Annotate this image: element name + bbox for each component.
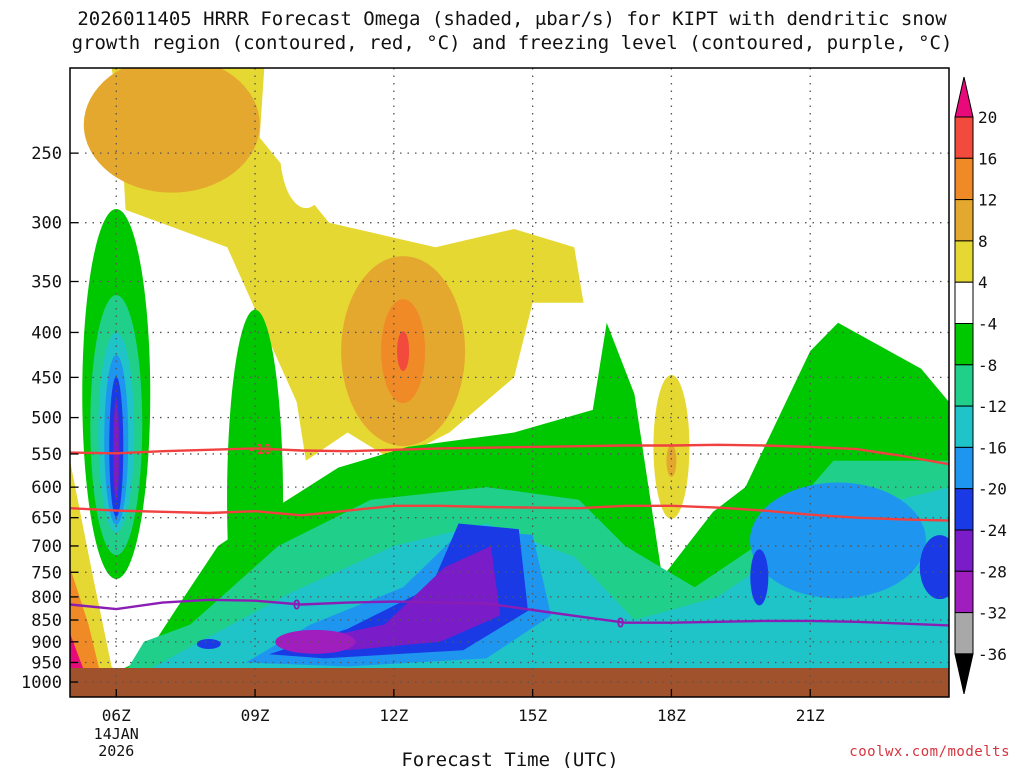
contour-line [70, 443, 949, 466]
x-tick-label: 18Z [657, 706, 686, 725]
colorbar-arrow-top [954, 76, 974, 118]
colorbar-label: 20 [978, 108, 997, 127]
x-axis-label: Forecast Time (UTC) [401, 749, 618, 768]
y-tick-label: 900 [31, 633, 62, 653]
sinking-region-8-right [666, 444, 677, 477]
x-tick-label: 06Z [102, 706, 131, 725]
colorbar-swatch [954, 323, 974, 366]
colorbar-label: -4 [978, 315, 997, 334]
y-tick-label: 650 [31, 509, 62, 529]
surface-sinking-left-12 [70, 567, 103, 682]
y-tick-label: 700 [31, 537, 62, 557]
contour-labels: -18 0 0 [248, 443, 625, 632]
rising-region-right-20 [749, 482, 926, 599]
colorbar-label: 16 [978, 149, 997, 168]
x-tick-label: 12Z [379, 706, 408, 725]
y-tick-label: 1000 [21, 673, 62, 693]
colorbar-swatch [954, 281, 974, 325]
y-tick-label: 300 [31, 214, 62, 234]
y-tick-label: 600 [31, 478, 62, 498]
chart-title-line-2: growth region (contoured, red, °C) and f… [71, 32, 953, 54]
neutral-pocket [279, 92, 332, 209]
x-tick-label: 09Z [241, 706, 270, 725]
y-tick-label: 400 [31, 323, 62, 343]
y-axis: 2503003504004505005506006507007508008509… [21, 144, 78, 693]
rising-region-edge-24 [919, 535, 949, 600]
colorbar-label: -36 [978, 645, 1007, 664]
chart-title-line-1: 2026011405 HRRR Forecast Omega (shaded, … [77, 8, 947, 30]
colorbar-swatch [954, 199, 974, 242]
colorbar-swatch [954, 529, 974, 572]
rising-pocket-0800 [196, 638, 221, 649]
colorbar-label: -8 [978, 356, 997, 375]
rising-column-left-28 [113, 400, 120, 501]
contour-lines [70, 443, 949, 627]
colorbar-swatch [954, 240, 974, 283]
colorbar-label: -12 [978, 397, 1007, 416]
colorbar-arrow-bottom [954, 653, 974, 695]
x-tick-year: 2026 [98, 742, 134, 760]
y-tick-label: 500 [31, 409, 62, 429]
colorbar-swatch [954, 446, 974, 490]
colorbar-label: -20 [978, 480, 1007, 499]
colorbar-swatch [954, 364, 974, 407]
colorbar-label: -24 [978, 521, 1007, 540]
colorbar-label: 8 [978, 232, 988, 251]
y-tick-label: 550 [31, 445, 62, 465]
x-tick-date: 14JAN [94, 725, 139, 743]
colorbar-swatch [954, 116, 974, 159]
contour-label: 0 [293, 598, 301, 613]
colorbar-swatch [954, 570, 974, 614]
colorbar-label: -28 [978, 562, 1007, 581]
colorbar-swatch [954, 157, 974, 201]
omega-shading [70, 68, 949, 690]
contour-label: -18 [248, 443, 272, 458]
colorbar-label: 12 [978, 191, 997, 210]
plot-frame [69, 67, 950, 698]
y-tick-label: 800 [31, 588, 62, 608]
y-tick-label: 750 [31, 563, 62, 583]
colorbar-label: 4 [978, 273, 988, 292]
colorbar-swatch [954, 488, 974, 531]
credit-text: coolwx.com/modelts [849, 744, 1010, 760]
rising-core-32 [275, 629, 356, 654]
x-tick-label: 21Z [796, 706, 825, 725]
y-tick-label: 850 [31, 611, 62, 631]
y-tick-label: 250 [31, 144, 62, 164]
ground-surface [70, 668, 949, 697]
contour-label: 0 [617, 617, 625, 632]
y-tick-label: 350 [31, 273, 62, 293]
sinking-region-8-upper [83, 68, 260, 193]
y-tick-label: 950 [31, 653, 62, 673]
rising-region-28 [301, 546, 501, 651]
y-tick-label: 450 [31, 368, 62, 388]
colorbar-swatch [954, 405, 974, 448]
rising-region-right-24 [750, 549, 769, 606]
colorbar-label: -32 [978, 604, 1007, 623]
x-tick-label: 15Z [518, 706, 547, 725]
colorbar: 20 16 12 8 4 -4 -8 -12 -16 -20 -24 -28 -32 -36 [954, 76, 1007, 695]
contour-line [70, 504, 949, 522]
colorbar-label: -16 [978, 438, 1007, 457]
colorbar-swatch [954, 612, 974, 655]
contour-line [70, 598, 949, 627]
sinking-region-16 [397, 331, 410, 372]
